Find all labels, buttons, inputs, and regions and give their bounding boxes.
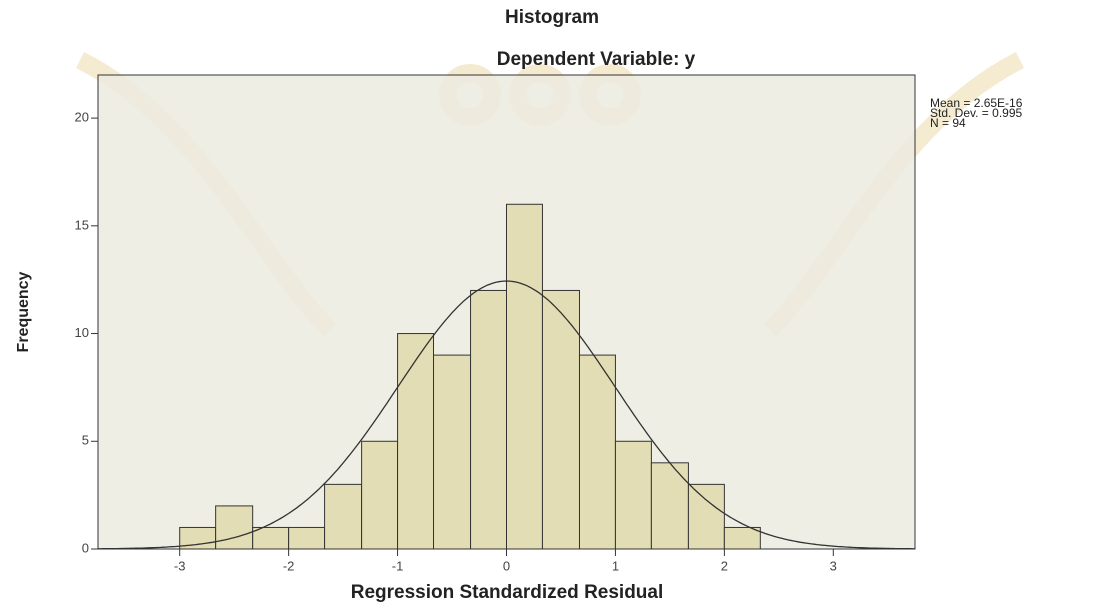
x-tick-label: -3 <box>174 558 186 573</box>
bar <box>506 203 543 550</box>
y-tick-label: 5 <box>82 433 89 448</box>
y-tick-label: 15 <box>75 217 89 232</box>
x-tick-label: -2 <box>283 558 295 573</box>
bar <box>578 354 616 550</box>
stats-line: N = 94 <box>930 116 966 130</box>
bar <box>541 289 580 550</box>
y-tick-label: 20 <box>75 110 89 125</box>
chart-title: Histogram <box>505 7 599 28</box>
bar <box>397 333 435 550</box>
bar <box>324 483 363 550</box>
stats-line: Mean = 2.65E-16 <box>930 96 1023 110</box>
bar <box>288 526 326 550</box>
bar <box>361 440 399 550</box>
bar <box>433 354 472 550</box>
x-tick-label: -1 <box>392 558 404 573</box>
bar <box>650 462 689 550</box>
x-tick-label: 3 <box>830 558 837 573</box>
chart-subtitle: Dependent Variable: y <box>497 49 696 70</box>
stats-line: Std. Dev. = 0.995 <box>930 106 1022 120</box>
x-tick-label: 0 <box>503 558 510 573</box>
x-tick-label: 2 <box>721 558 728 573</box>
bar <box>470 289 507 550</box>
bar <box>614 440 652 550</box>
bar <box>723 526 761 550</box>
bar <box>687 483 725 550</box>
bar <box>252 526 290 550</box>
bar <box>215 505 254 550</box>
y-tick-label: 0 <box>82 540 89 555</box>
x-axis-label: Regression Standardized Residual <box>351 582 664 603</box>
normal-curve <box>98 280 915 550</box>
y-axis-label: Frequency <box>15 271 32 352</box>
x-tick-label: 1 <box>612 558 619 573</box>
y-tick-label: 10 <box>75 325 89 340</box>
